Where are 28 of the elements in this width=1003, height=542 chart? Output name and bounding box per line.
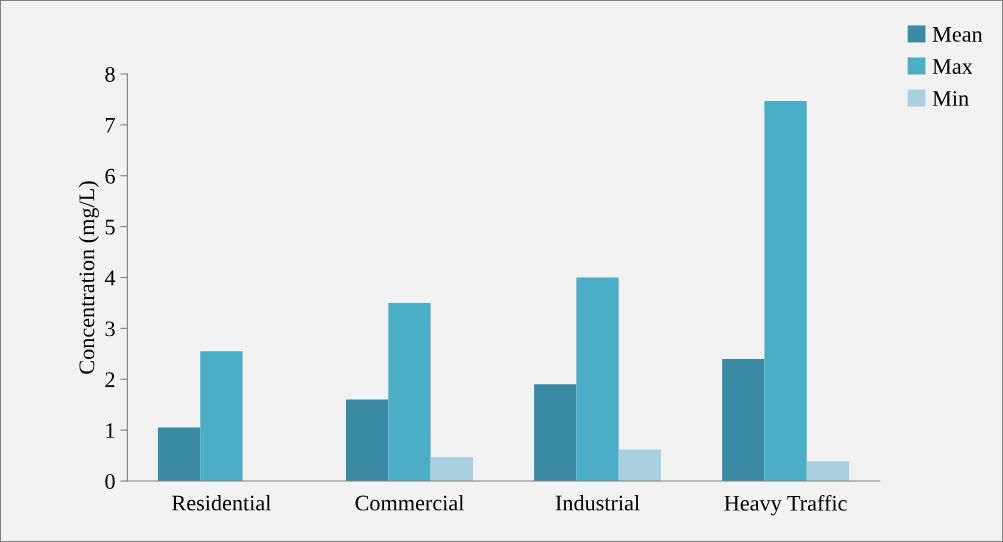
y-tick-label: 5 [105,219,115,235]
bar [576,277,619,482]
bar [764,100,807,482]
x-tick-label: Commercial [355,494,464,511]
bar [346,399,389,482]
bar [806,461,850,482]
y-tick-label: 3 [105,321,115,337]
bar [388,302,431,482]
legend-label: Max [932,59,973,74]
y-tick-label: 7 [105,118,115,133]
x-tick-label: Industrial [555,494,640,511]
bar [534,384,577,482]
y-tick-label: 6 [105,168,115,184]
y-tick-label: 1 [106,423,115,438]
y-tick-label: 8 [105,66,115,82]
x-tick-label: Heavy Traffic [724,494,847,516]
x-tick-label: Residential [172,494,271,511]
y-tick-label: 2 [105,372,115,387]
y-tick-label: 0 [105,473,115,489]
legend-label: Mean [932,27,983,42]
legend-label: Min [932,91,969,106]
bar [722,358,765,482]
bar [200,351,243,482]
bar [618,449,662,482]
bar [157,427,201,482]
bar [430,457,473,482]
y-axis-title: Concentration (mg/L) [78,181,99,374]
y-tick-label: 4 [104,270,116,286]
